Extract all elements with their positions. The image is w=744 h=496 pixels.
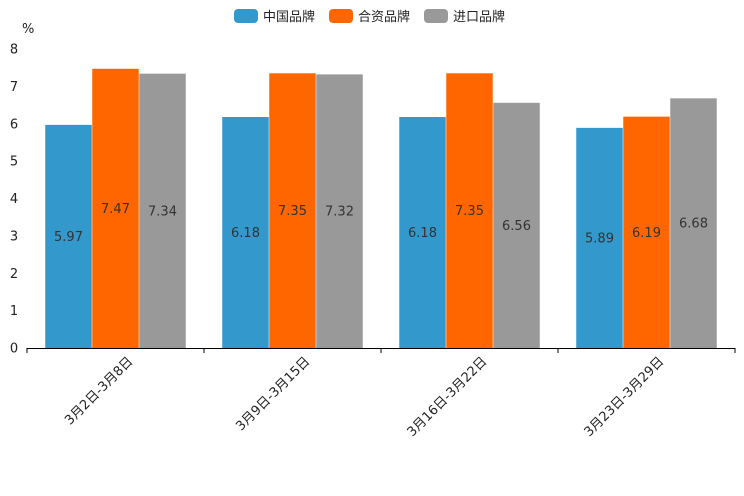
y-tick-label: 7 <box>10 80 18 95</box>
bar <box>670 98 717 349</box>
legend-item: 中国品牌 <box>234 9 315 25</box>
y-axis-label: % <box>22 22 34 37</box>
bar <box>45 124 92 348</box>
y-tick-label: 8 <box>10 43 18 58</box>
bar-group: 5.97 7.47 7.34 <box>45 68 186 348</box>
legend-swatch <box>234 9 258 23</box>
x-axis: 3月2日-3月8日 3月9日-3月15日 3月16日-3月22日 3月23日-3月29… <box>26 348 736 440</box>
bar-value-label: 7.35 <box>278 204 307 219</box>
bar-value-label: 7.47 <box>101 202 130 217</box>
x-tick-label: 3月23日-3月29日 <box>582 354 668 440</box>
bar-value-label: 7.34 <box>148 204 177 219</box>
bar-group: 5.89 6.19 6.68 <box>576 98 717 349</box>
bar <box>222 117 269 349</box>
x-tick-label: 3月9日-3月15日 <box>233 354 313 434</box>
bar-value-label: 7.35 <box>455 204 484 219</box>
legend-label: 中国品牌 <box>263 9 315 25</box>
y-tick-label: 5 <box>10 155 18 170</box>
bar-value-label: 6.68 <box>679 217 708 232</box>
y-tick-label: 2 <box>10 267 18 282</box>
bar <box>139 73 186 348</box>
legend-swatch <box>329 9 353 23</box>
bar-group: 6.18 7.35 6.56 <box>399 73 540 349</box>
legend-item: 进口品牌 <box>424 9 505 25</box>
bar-value-label: 6.19 <box>632 226 661 241</box>
legend-swatch <box>424 9 448 23</box>
legend: 中国品牌 合资品牌 进口品牌 <box>234 9 505 25</box>
bar-value-label: 7.32 <box>325 205 354 220</box>
legend-label: 进口品牌 <box>453 9 505 25</box>
y-tick-label: 1 <box>10 304 18 319</box>
bar-value-label: 5.89 <box>585 231 614 246</box>
legend-label: 合资品牌 <box>358 9 410 25</box>
bars: 5.97 7.47 7.34 6.18 7.35 7.32 6.18 7.35 6.56 5.89… <box>45 68 717 349</box>
bar-value-label: 6.18 <box>408 226 437 241</box>
bar <box>92 68 139 348</box>
bar-group: 6.18 7.35 7.32 <box>222 73 363 349</box>
y-tick-label: 6 <box>10 117 18 132</box>
bar-value-label: 6.56 <box>502 219 531 234</box>
x-tick-label: 3月2日-3月8日 <box>62 354 136 428</box>
bar-value-label: 5.97 <box>54 230 83 245</box>
bar <box>446 73 493 348</box>
bar-value-label: 6.18 <box>231 226 260 241</box>
bar <box>316 74 363 348</box>
bar <box>399 117 446 349</box>
bar <box>576 127 623 348</box>
y-tick-label: 0 <box>10 342 18 357</box>
bar <box>493 102 540 348</box>
bar <box>269 73 316 348</box>
x-tick-label: 3月16日-3月22日 <box>405 354 491 440</box>
y-tick-label: 3 <box>10 229 18 244</box>
bar <box>623 116 670 349</box>
y-axis: 0 1 2 3 4 5 6 7 8 <box>10 43 18 357</box>
y-tick-label: 4 <box>10 192 18 207</box>
legend-item: 合资品牌 <box>329 9 410 25</box>
